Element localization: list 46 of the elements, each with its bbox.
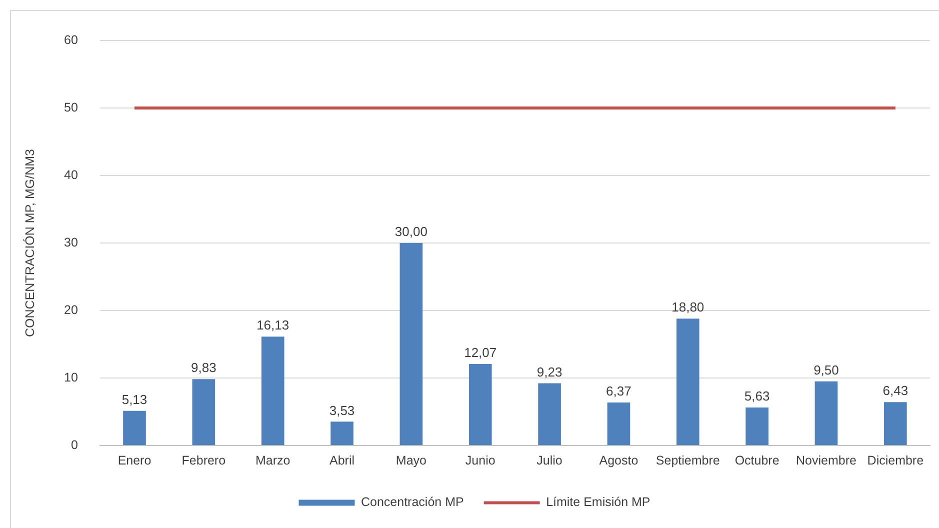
y-tick-label: 10 xyxy=(64,370,78,384)
bar xyxy=(261,336,284,445)
bar xyxy=(884,402,907,445)
data-label: 16,13 xyxy=(256,318,290,333)
legend-label: Concentración MP xyxy=(360,495,464,510)
data-label: 9,83 xyxy=(191,360,216,376)
x-tick-label: Diciembre xyxy=(867,453,924,468)
y-tick-label: 0 xyxy=(70,438,78,452)
legend-label: Límite Emisión MP xyxy=(546,495,650,510)
x-tick-label: Septiembre xyxy=(656,453,720,468)
data-label: 9,23 xyxy=(536,364,562,380)
x-tick-label: Junio xyxy=(465,453,496,468)
bar xyxy=(192,379,216,445)
bar xyxy=(123,410,146,445)
data-label: 6,37 xyxy=(606,384,632,399)
data-label: 12,07 xyxy=(464,345,497,360)
y-tick-label: 60 xyxy=(64,32,78,47)
data-label: 5,13 xyxy=(122,392,148,407)
data-label: 3,53 xyxy=(329,402,355,418)
x-tick-label: Octubre xyxy=(734,453,780,468)
bar xyxy=(676,318,700,445)
y-tick-label: 50 xyxy=(64,100,78,114)
x-tick-label: Abril xyxy=(330,453,355,468)
bar xyxy=(607,402,630,445)
data-label: 30,00 xyxy=(394,224,428,240)
data-label: 5,63 xyxy=(744,388,770,404)
x-tick-label: Febrero xyxy=(182,453,226,468)
data-label: 6,43 xyxy=(882,383,908,398)
x-tick-label: Enero xyxy=(118,453,152,468)
bar xyxy=(538,383,561,445)
y-tick-label: 40 xyxy=(64,168,78,182)
x-tick-label: Mayo xyxy=(396,453,427,468)
bar xyxy=(468,364,492,445)
x-tick-label: Noviembre xyxy=(796,453,857,468)
data-label: 18,80 xyxy=(672,300,704,315)
bar xyxy=(814,381,838,445)
x-tick-label: Agosto xyxy=(599,453,638,468)
bar xyxy=(746,408,768,445)
y-axis-title: CONCENTRACIÓN MP, MG/NM3 xyxy=(22,148,37,337)
x-tick-label: Julio xyxy=(536,453,562,468)
bar xyxy=(330,422,354,445)
y-tick-label: 20 xyxy=(64,302,78,317)
x-tick-label: Marzo xyxy=(255,453,290,468)
y-tick-label: 30 xyxy=(64,235,78,250)
data-label: 9,50 xyxy=(814,362,839,378)
bar xyxy=(400,243,423,445)
